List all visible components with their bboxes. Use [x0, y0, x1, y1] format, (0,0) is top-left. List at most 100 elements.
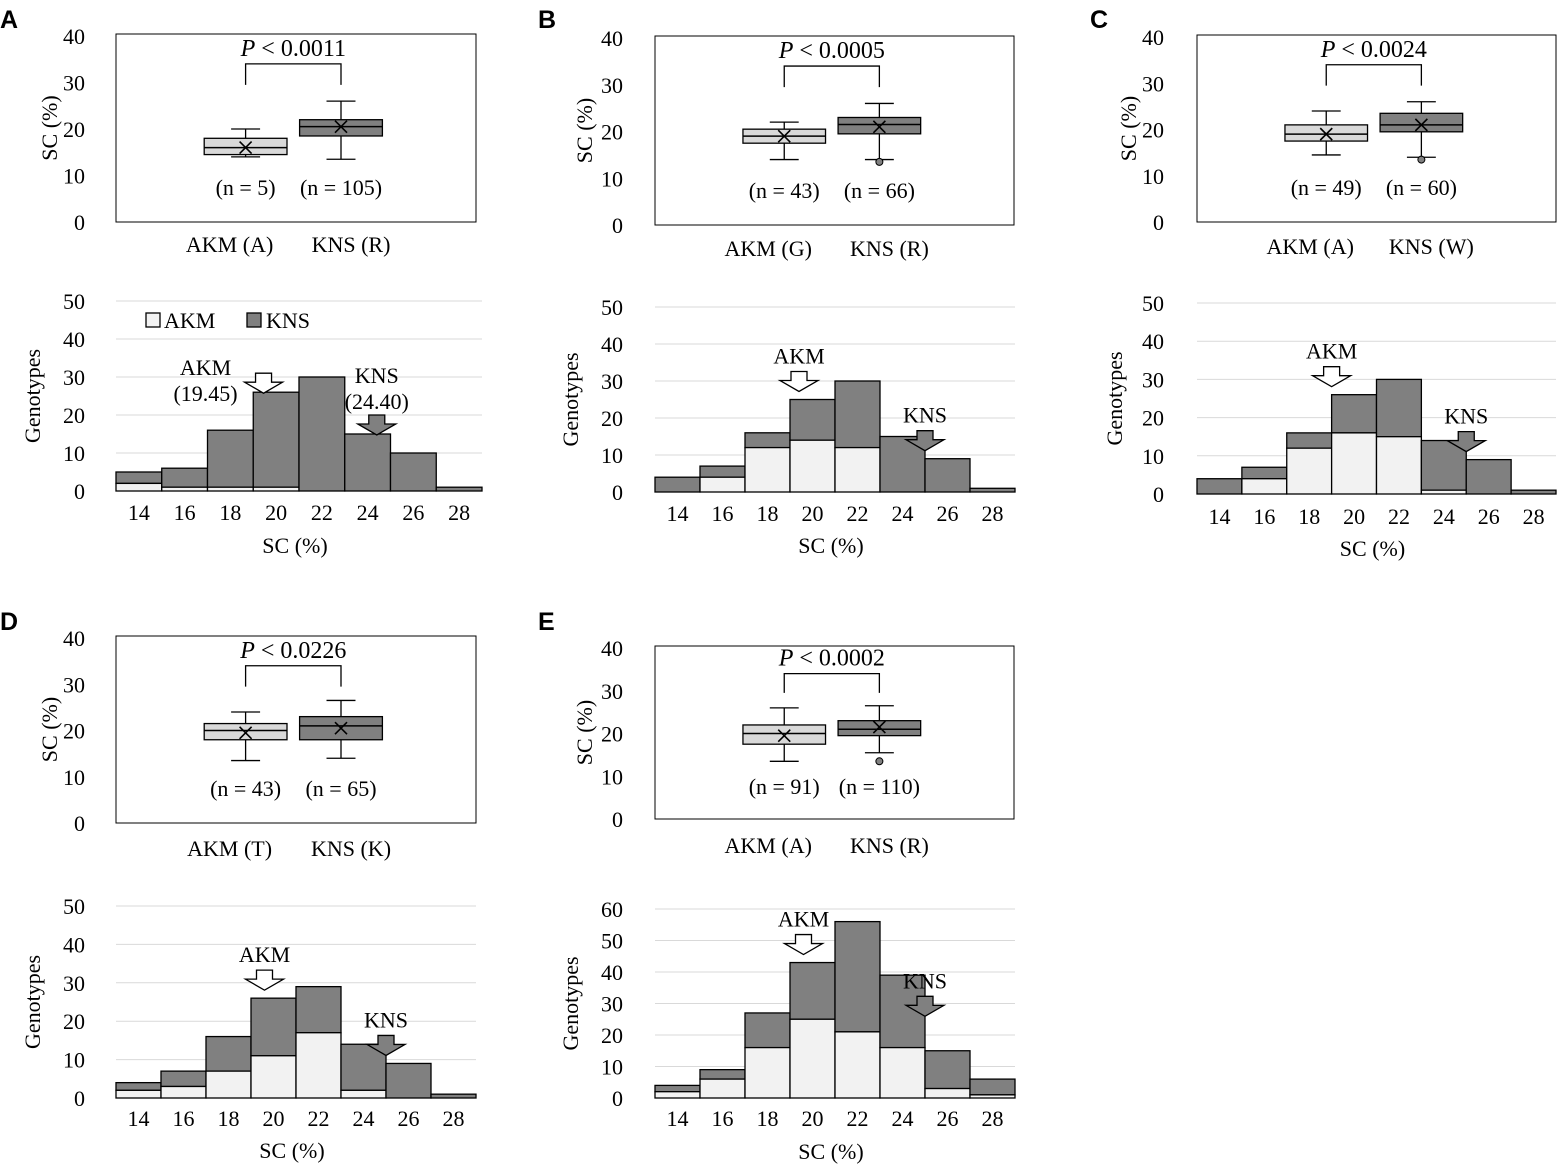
bar-akm — [160, 1085, 207, 1099]
histogram-bin — [924, 1050, 971, 1099]
arrow-shape — [355, 414, 399, 436]
boxplot-frame — [115, 635, 477, 824]
bar-kns — [205, 1035, 252, 1072]
bar-kns — [160, 1070, 207, 1088]
bar-akm — [1286, 447, 1333, 495]
arrow-label: AKM — [773, 344, 824, 369]
bar-akm — [1375, 436, 1423, 495]
x-tick-label: 14 — [128, 500, 150, 525]
x-tick-label: 28 — [982, 501, 1004, 526]
histogram-bin — [340, 1043, 387, 1099]
arrow-label: KNS — [903, 968, 947, 993]
histogram-C: 0 10 20 30 40 50 Genotypes 14 16 18 20 22 24 26 28 SC (… — [1102, 291, 1557, 561]
y-axis-label: Genotypes — [1102, 351, 1127, 445]
y-axis-label: Genotypes — [558, 352, 583, 446]
y-tick-label: 10 — [1142, 444, 1164, 469]
histogram-bin — [206, 429, 254, 492]
category-label: AKM (A) — [725, 833, 812, 858]
boxplot-A: 0 10 20 30 40 SC (%) (n = 5) AKM (A) (n = 105) KN… — [37, 24, 477, 257]
arrow-akm: AKM — [1306, 339, 1357, 388]
box-iqr — [1284, 124, 1369, 142]
box-mean-marker — [334, 120, 348, 134]
bar-akm — [295, 1032, 342, 1099]
bar-kns — [654, 476, 701, 493]
x-tick-label: 24 — [353, 1106, 375, 1131]
arrow-label: AKM — [180, 355, 231, 380]
histogram-bin — [969, 487, 1016, 493]
significance-bracket — [244, 63, 342, 85]
bar-kns — [1330, 394, 1378, 434]
y-tick-label: 30 — [1142, 367, 1164, 392]
y-tick-label: 40 — [601, 636, 623, 661]
bar-akm — [699, 476, 746, 493]
box-outlier — [875, 157, 884, 166]
bar-akm — [206, 486, 254, 492]
boxplot-C: 0 10 20 30 40 SC (%) (n = 49) AKM (A) (n = 60) KN… — [1116, 25, 1557, 259]
y-tick-label: 40 — [601, 332, 623, 357]
histogram-bin — [744, 432, 791, 493]
box-mean-marker — [334, 721, 348, 735]
histogram-bin — [789, 961, 836, 1099]
y-tick-label: 50 — [601, 295, 623, 320]
bar-akm — [789, 439, 836, 493]
bar-kns — [252, 391, 300, 488]
x-axis-label: SC (%) — [798, 533, 863, 558]
y-tick-label: 40 — [63, 24, 85, 49]
arrow-shape — [1444, 430, 1488, 453]
box-mean-marker — [872, 720, 886, 734]
x-axis-label: SC (%) — [262, 533, 327, 558]
arrow-label: KNS — [903, 403, 947, 428]
legend-swatch-akm — [145, 312, 161, 328]
y-axis-label: SC (%) — [572, 700, 597, 765]
y-tick-label: 30 — [63, 971, 85, 996]
bar-kns — [699, 465, 746, 478]
bar-kns — [924, 1050, 971, 1090]
y-tick-label: 20 — [601, 120, 623, 145]
bar-kns — [435, 486, 483, 492]
p-value-label: P < 0.0002 — [778, 646, 885, 672]
bar-akm — [1420, 489, 1467, 495]
x-tick-label: 14 — [1208, 504, 1230, 529]
x-tick-label: 22 — [847, 501, 869, 526]
bar-akm — [924, 1087, 971, 1099]
histogram-bin — [430, 1093, 477, 1099]
n-label: (n = 5) — [216, 175, 276, 200]
arrow-label: KNS — [364, 1007, 408, 1032]
y-tick-label: 30 — [1142, 71, 1164, 96]
category-label: KNS (R) — [850, 236, 929, 261]
y-tick-label: 0 — [74, 1086, 85, 1111]
box-mean-marker — [777, 729, 791, 743]
bar-kns — [344, 433, 392, 492]
x-tick-label: 22 — [311, 500, 333, 525]
p-value-label: P < 0.0226 — [239, 638, 346, 664]
arrow-value-label: (19.45) — [173, 381, 237, 406]
x-tick-label: 20 — [263, 1106, 285, 1131]
bar-kns — [1465, 458, 1512, 495]
n-label: (n = 91) — [749, 774, 820, 799]
arrow-akm: AKM — [773, 344, 825, 393]
boxplot-B: 0 10 20 30 40 SC (%) (n = 43) AKM (G) (n = 66) KN… — [572, 26, 1015, 261]
histogram-bin — [654, 476, 701, 493]
bar-akm — [1330, 432, 1378, 495]
box-outlier — [1417, 155, 1426, 164]
x-tick-label: 16 — [174, 500, 196, 525]
p-value-label: P < 0.0005 — [778, 38, 885, 64]
arrow-akm: AKM(19.45) — [173, 355, 285, 406]
x-tick-label: 20 — [802, 501, 824, 526]
y-tick-label: 0 — [74, 811, 85, 836]
histogram-bin — [924, 458, 971, 493]
arrow-shape — [903, 430, 947, 452]
box-iqr — [203, 137, 288, 156]
y-tick-label: 10 — [63, 441, 85, 466]
histogram-bin — [1420, 439, 1467, 495]
n-label: (n = 105) — [300, 175, 382, 200]
bar-kns — [340, 1043, 387, 1091]
bar-akm — [115, 482, 163, 492]
y-axis-label: SC (%) — [1116, 96, 1141, 161]
y-tick-label: 20 — [63, 719, 85, 744]
arrow-value-label: (24.40) — [345, 389, 409, 414]
histogram-bin — [115, 1081, 162, 1099]
arrow-shape — [242, 372, 285, 394]
y-tick-label: 40 — [1142, 329, 1164, 354]
